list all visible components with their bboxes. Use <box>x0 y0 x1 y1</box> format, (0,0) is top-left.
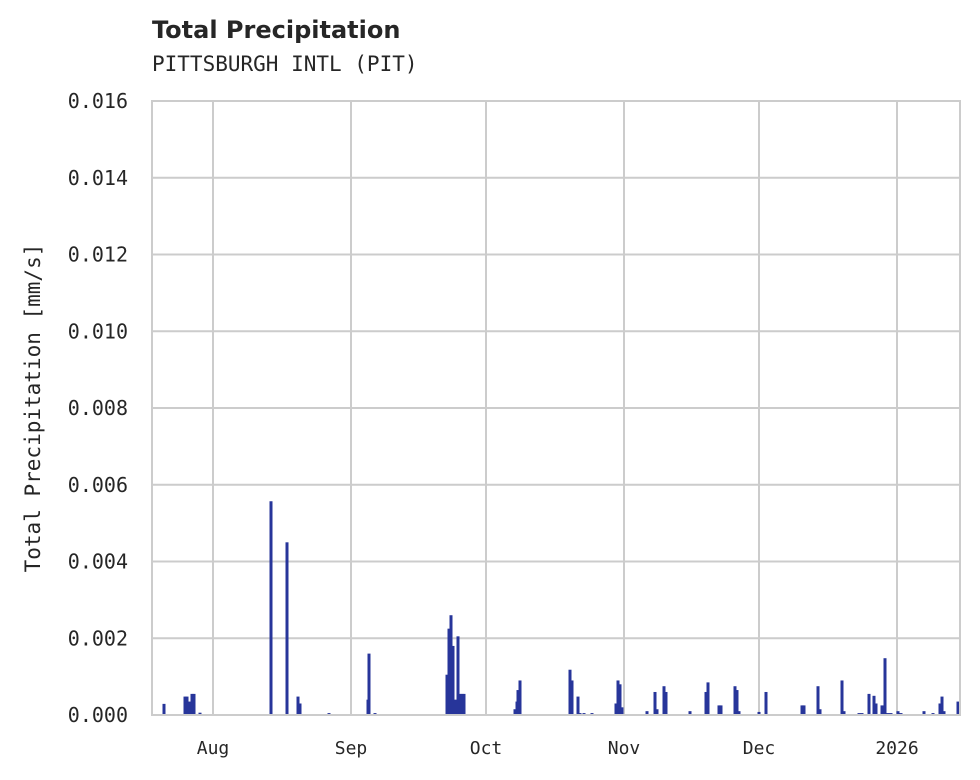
precip-bar <box>269 501 273 715</box>
precip-bar <box>516 690 520 715</box>
precip-bar <box>449 615 453 715</box>
precip-bar <box>460 693 464 715</box>
precip-bar <box>655 709 659 715</box>
y-tick-label: 0.006 <box>68 473 128 497</box>
precip-bar <box>867 693 871 715</box>
x-tick-label: 2026 <box>875 738 918 759</box>
precip-bar <box>922 711 926 715</box>
precip-bar <box>737 711 741 715</box>
precip-bar <box>614 703 618 715</box>
chart-title: Total Precipitation <box>152 16 401 44</box>
x-tick-label: Aug <box>197 738 230 759</box>
precip-bar <box>285 542 289 715</box>
precip-bar <box>883 658 887 715</box>
precip-bar <box>296 696 300 715</box>
precip-bar <box>653 691 657 715</box>
data-bars <box>162 501 960 715</box>
x-tick-label: Sep <box>335 738 368 759</box>
precip-bar <box>645 711 649 715</box>
x-tick-label: Oct <box>470 738 503 759</box>
precip-bar <box>570 680 574 715</box>
chart-subtitle: PITTSBURGH INTL (PIT) <box>152 52 418 76</box>
precip-bar <box>458 693 462 715</box>
precip-bar <box>568 669 572 715</box>
precip-bar <box>818 709 822 715</box>
y-tick-label: 0.014 <box>68 166 128 190</box>
precip-bar <box>706 682 710 715</box>
y-tick-label: 0.008 <box>68 396 128 420</box>
precip-bar <box>704 691 708 715</box>
precip-bar <box>719 705 723 715</box>
precip-bar <box>162 703 166 715</box>
precip-bar <box>938 703 942 715</box>
precip-bar <box>447 628 451 715</box>
precip-bar <box>518 680 522 715</box>
y-tick-label: 0.000 <box>68 703 128 727</box>
precip-bar <box>880 705 884 715</box>
precip-bar <box>940 696 944 715</box>
precip-bar <box>662 686 666 715</box>
grid-lines <box>152 100 960 716</box>
precip-bar <box>688 711 692 715</box>
precip-bar <box>190 693 194 715</box>
precip-bar <box>872 695 876 715</box>
y-tick-label: 0.012 <box>68 243 128 267</box>
precip-bar <box>188 701 192 715</box>
precip-bar <box>462 693 466 715</box>
x-tick-label: Dec <box>743 738 776 759</box>
precip-bar <box>802 705 806 715</box>
precip-bar <box>513 709 517 715</box>
precip-bar <box>735 690 739 715</box>
precip-bar <box>717 705 721 715</box>
precip-bar <box>800 705 804 715</box>
precip-bar <box>456 636 460 715</box>
precip-bar <box>816 686 820 715</box>
x-axis-ticks: Aug Sep Oct Nov Dec 2026 <box>197 738 919 759</box>
precip-bar <box>183 696 187 715</box>
precip-bar <box>942 711 946 715</box>
precip-bar <box>842 711 846 715</box>
y-axis-ticks: 0.000 0.002 0.004 0.006 0.008 0.010 0.012 0.014… <box>68 89 128 727</box>
y-tick-label: 0.002 <box>68 626 128 650</box>
precip-bar <box>453 699 457 715</box>
precip-bar <box>874 703 878 715</box>
precip-bar <box>618 684 622 715</box>
precip-bar <box>298 703 302 715</box>
precip-bar <box>664 691 668 715</box>
precip-bar <box>451 645 455 715</box>
y-tick-label: 0.016 <box>68 89 128 113</box>
precip-bar <box>733 686 737 715</box>
precip-bar <box>764 691 768 715</box>
precip-bar <box>896 711 900 715</box>
precip-bar <box>576 696 580 715</box>
precip-bar <box>616 680 620 715</box>
precip-bar <box>956 701 960 715</box>
precip-bar <box>620 707 624 715</box>
precip-bar <box>445 674 449 715</box>
precip-bar <box>367 653 371 715</box>
y-tick-label: 0.010 <box>68 319 128 343</box>
y-tick-label: 0.004 <box>68 550 128 574</box>
plot-frame <box>151 100 961 716</box>
x-tick-label: Nov <box>608 738 641 759</box>
precip-bar <box>185 696 189 715</box>
precip-bar <box>757 711 761 715</box>
precip-bar <box>192 693 196 715</box>
precip-bar <box>198 712 202 715</box>
precip-bar <box>840 680 844 715</box>
